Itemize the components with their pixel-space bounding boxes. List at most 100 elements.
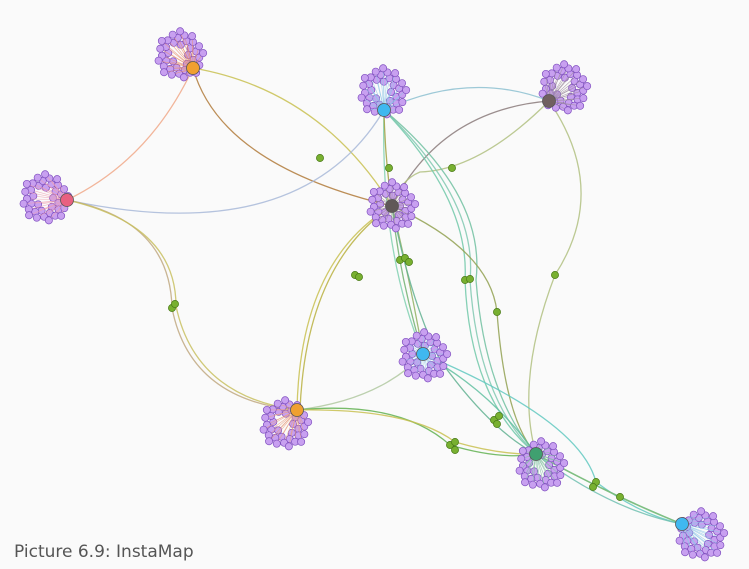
cluster-node: [368, 195, 377, 204]
cluster-node: [273, 399, 282, 408]
cluster-node: [401, 337, 410, 346]
cluster-link: [25, 191, 68, 201]
edge-dot: [171, 300, 179, 308]
cluster-node: [423, 374, 432, 383]
cluster-node: [560, 60, 569, 69]
edge-dots: [168, 154, 624, 501]
cluster-node: [720, 529, 729, 538]
cluster-node: [579, 75, 588, 84]
edge-dot: [451, 446, 459, 454]
cluster-link: [681, 523, 725, 534]
edge-dot: [451, 438, 459, 446]
cluster-node: [379, 77, 388, 86]
cluster-node: [188, 32, 197, 41]
cluster-link: [681, 523, 721, 546]
cluster-link: [26, 183, 68, 201]
edge-dot: [385, 164, 393, 172]
cluster-node: [259, 425, 268, 434]
cluster-node: [407, 193, 416, 202]
cluster-node: [540, 483, 549, 492]
cluster-node: [304, 418, 313, 427]
cluster-node: [272, 439, 281, 448]
cluster-node: [33, 173, 42, 182]
cluster-node: [380, 181, 389, 190]
cluster-node: [44, 216, 53, 225]
cluster-node: [576, 101, 585, 110]
cluster-node: [391, 69, 400, 78]
cluster-node: [681, 548, 689, 557]
cluster-node: [538, 89, 547, 98]
cluster-node: [360, 73, 369, 82]
cluster-node: [32, 213, 41, 222]
cluster-node: [700, 553, 709, 562]
cluster-node: [709, 512, 718, 521]
cluster-node: [572, 65, 581, 74]
cluster-node: [199, 49, 208, 58]
hub-node: [542, 94, 556, 108]
cluster-node: [716, 541, 725, 550]
cluster-node: [22, 179, 31, 188]
cluster-node: [688, 550, 697, 559]
cluster-node: [363, 105, 371, 114]
hub-node: [290, 403, 304, 417]
edge: [66, 67, 194, 201]
cluster-node: [371, 67, 380, 76]
cluster-link: [23, 199, 68, 204]
hub-node: [377, 103, 391, 117]
cluster-node: [518, 446, 527, 455]
cluster-node: [262, 405, 271, 414]
cluster-node: [549, 442, 558, 451]
cluster-node: [379, 64, 388, 73]
cluster-node: [556, 471, 565, 480]
cluster-node: [297, 437, 306, 446]
cluster-node: [168, 30, 177, 39]
cluster-node: [411, 200, 420, 209]
edge-dot: [551, 271, 559, 279]
cluster-node: [420, 328, 429, 337]
edge: [383, 109, 424, 355]
cluster-node: [697, 507, 706, 516]
cluster-node: [553, 478, 562, 487]
edge: [299, 205, 393, 411]
cluster-node: [176, 27, 185, 36]
edge: [296, 205, 393, 411]
cluster-node: [541, 69, 550, 78]
cluster-node: [411, 371, 420, 380]
caption: Picture 6.9: InstaMap: [14, 542, 194, 562]
cluster-node: [521, 478, 529, 487]
cluster-node: [515, 466, 524, 475]
edge: [192, 67, 393, 207]
cluster-node: [398, 98, 407, 107]
cluster-node: [407, 212, 416, 221]
cluster-node: [57, 211, 66, 220]
cluster-node: [53, 175, 62, 184]
hub-node: [675, 517, 689, 531]
cluster-node: [179, 73, 188, 82]
edge-dot: [493, 308, 501, 316]
hub-node: [385, 199, 399, 213]
cluster-node: [395, 105, 404, 114]
cluster-node: [439, 343, 448, 352]
edge: [296, 407, 537, 457]
edge: [383, 109, 537, 455]
cluster-node: [300, 430, 309, 439]
hub-node: [416, 347, 430, 361]
cluster-node: [443, 350, 452, 359]
cluster-node: [369, 187, 378, 196]
cluster-node: [41, 170, 50, 179]
cluster-node: [60, 185, 69, 194]
cluster-node: [528, 480, 537, 489]
cluster-node: [439, 362, 448, 371]
edge: [192, 67, 393, 207]
cluster-node: [560, 459, 569, 468]
edge-dot: [316, 154, 324, 162]
edge-dot: [405, 258, 413, 266]
cluster-node: [517, 454, 526, 463]
cluster-node: [398, 79, 407, 88]
edge-dot: [466, 275, 474, 283]
cluster-node: [556, 452, 565, 461]
edge-dot: [495, 412, 503, 420]
